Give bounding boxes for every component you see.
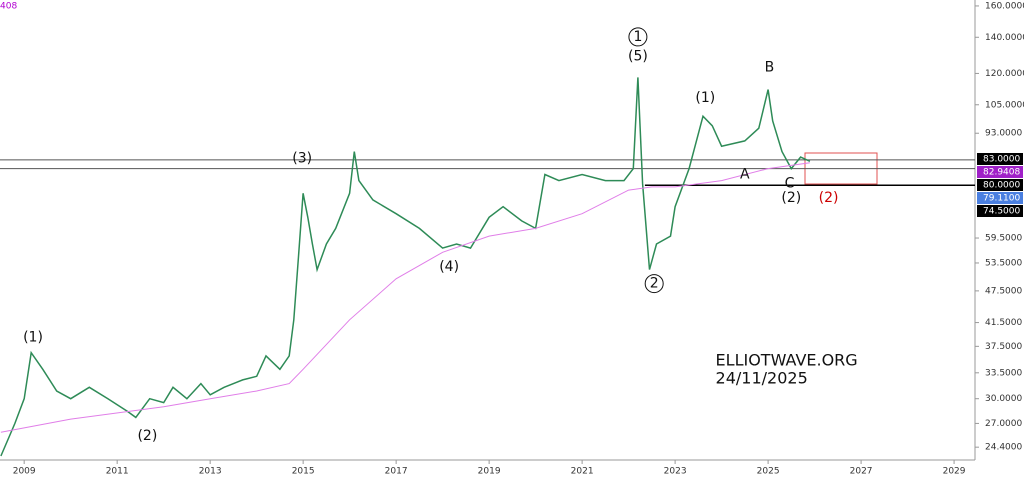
y-tick-label: 120.0000 — [985, 69, 1024, 79]
wave-circle — [628, 27, 648, 47]
price-line — [0, 77, 811, 457]
wave-label: C — [785, 176, 795, 192]
y-tick-label: 47.5000 — [985, 286, 1022, 296]
price-line — [0, 162, 810, 433]
price-tag — [977, 153, 1023, 165]
y-tick-label: 59.5000 — [985, 234, 1022, 244]
x-tick-label: 2011 — [106, 467, 129, 477]
y-tick-label: 41.5000 — [985, 318, 1022, 328]
x-tick-label: 2025 — [757, 467, 780, 477]
wave-label: (5) — [628, 48, 648, 64]
x-tick-label: 2029 — [943, 467, 966, 477]
wave-label: (4) — [439, 259, 459, 275]
y-tick-label: 33.5000 — [985, 368, 1022, 378]
ma-label: 408 — [0, 2, 17, 12]
y-tick-label: 93.0000 — [985, 129, 1022, 139]
watermark: ELLIOTWAVE.ORG — [716, 351, 858, 370]
x-tick-label: 2021 — [571, 467, 594, 477]
y-tick-label: 53.5000 — [985, 258, 1022, 268]
wave-label: 1 — [633, 29, 642, 45]
price-tag — [977, 205, 1023, 217]
price-tag-label: 80.0000 — [983, 181, 1020, 191]
wave-label: (1) — [23, 330, 43, 346]
x-tick-label: 2015 — [292, 467, 315, 477]
y-tick-label: 27.0000 — [985, 419, 1022, 429]
price-tag-label: 74.5000 — [983, 207, 1020, 217]
wave-circle — [644, 274, 664, 294]
y-tick-label: 140.0000 — [985, 33, 1024, 43]
wave-label: (2) — [781, 190, 801, 206]
price-tag-label: 79.1100 — [983, 194, 1020, 204]
x-tick-label: 2017 — [385, 467, 408, 477]
y-tick-label: 37.5000 — [985, 342, 1022, 352]
price-tag — [977, 179, 1023, 191]
wave-label: 2 — [650, 276, 659, 292]
wave-label: B — [765, 60, 775, 76]
watermark: 24/11/2025 — [716, 369, 808, 388]
y-tick-label: 30.0000 — [985, 394, 1022, 404]
x-tick-label: 2019 — [478, 467, 501, 477]
price-tag-label: 82.9408 — [983, 168, 1020, 178]
wave-label: (2) — [819, 190, 839, 206]
wave-label: (3) — [292, 151, 312, 167]
y-tick-label: 24.4000 — [985, 443, 1022, 453]
y-tick-label: 105.0000 — [985, 100, 1024, 110]
wave-label: (1) — [695, 90, 715, 106]
y-tick-label: 160.0000 — [985, 1, 1024, 11]
x-tick-label: 2013 — [199, 467, 222, 477]
x-tick-label: 2009 — [13, 467, 36, 477]
wave-label: A — [740, 167, 750, 183]
wave-label: (2) — [137, 428, 157, 444]
x-tick-label: 2027 — [850, 467, 873, 477]
price-tag — [977, 166, 1023, 178]
price-tag-label: 83.0000 — [983, 155, 1020, 165]
x-tick-label: 2023 — [664, 467, 687, 477]
price-tag — [977, 192, 1023, 204]
